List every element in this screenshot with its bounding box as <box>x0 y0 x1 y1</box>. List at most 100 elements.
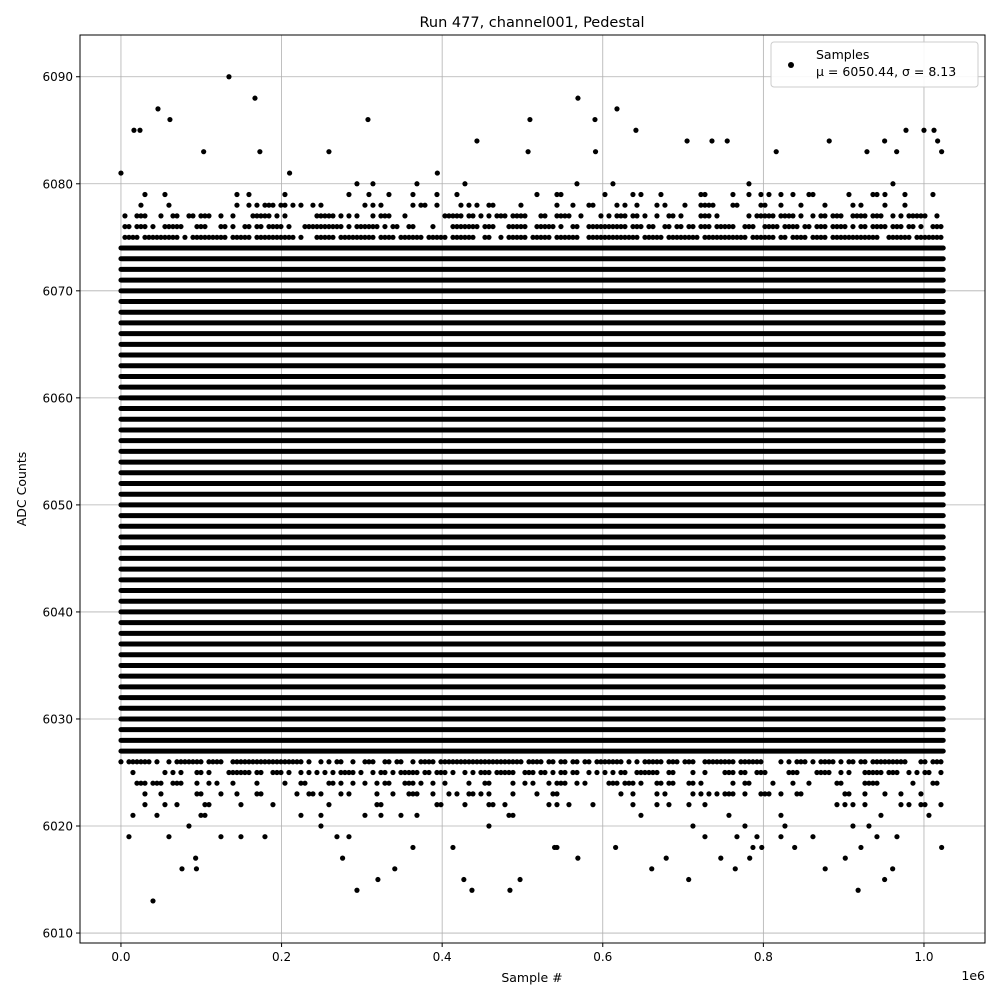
sample-point <box>570 759 576 765</box>
sample-point <box>610 780 616 786</box>
sample-point <box>590 223 596 230</box>
sample-point <box>842 234 848 240</box>
sample-point <box>858 223 864 230</box>
sample-point <box>690 791 696 797</box>
sample-point <box>194 234 200 240</box>
sample-point <box>582 780 588 786</box>
sample-point <box>318 791 324 797</box>
sample-point <box>898 791 904 797</box>
sample-point <box>618 213 624 219</box>
sample-point <box>338 759 344 765</box>
sample-point <box>370 202 376 208</box>
sample-point <box>122 213 128 219</box>
sample-point <box>414 791 420 797</box>
outlier-point <box>137 127 143 133</box>
sample-point <box>482 759 488 765</box>
sample-point <box>654 780 660 786</box>
sample-point <box>510 812 516 818</box>
sample-point <box>650 769 656 776</box>
sample-point <box>722 759 728 765</box>
sample-point <box>910 780 916 786</box>
sample-point <box>598 759 604 765</box>
sample-point <box>374 791 380 797</box>
sample-point <box>562 759 568 765</box>
sample-point <box>410 844 416 851</box>
sample-point <box>130 234 136 240</box>
sample-point <box>538 234 544 240</box>
sample-point <box>614 223 620 230</box>
sample-point <box>458 202 464 208</box>
sample-point <box>606 234 612 240</box>
sample-point <box>730 234 736 240</box>
sample-point <box>462 759 468 765</box>
sample-point <box>314 213 320 219</box>
sample-point <box>746 759 752 765</box>
sample-point <box>758 769 764 776</box>
sample-point <box>506 759 512 765</box>
sample-point <box>854 213 860 219</box>
sample-point <box>610 234 616 240</box>
sample-point <box>730 223 736 230</box>
sample-point <box>402 780 408 786</box>
y-tick-label: 6040 <box>42 605 73 619</box>
sample-point <box>666 759 672 765</box>
sample-point <box>554 191 560 198</box>
sample-point <box>238 802 244 808</box>
sample-point <box>678 213 684 219</box>
sample-point <box>162 234 168 240</box>
sample-point <box>446 791 452 797</box>
outlier-point <box>179 866 185 872</box>
sample-point <box>514 234 520 240</box>
sample-point <box>422 759 428 765</box>
sample-point <box>258 223 264 230</box>
sample-point <box>414 234 420 240</box>
outlier-point <box>939 149 945 155</box>
sample-point <box>378 769 384 776</box>
sample-point <box>666 234 672 240</box>
sample-point <box>630 780 636 786</box>
sample-point <box>142 191 148 198</box>
sample-point <box>366 759 372 765</box>
sample-point <box>474 223 480 230</box>
sample-point <box>434 234 440 240</box>
sample-point <box>938 234 944 240</box>
sample-point <box>690 769 696 776</box>
sample-point <box>834 802 840 808</box>
sample-point <box>694 234 700 240</box>
sample-point <box>302 780 308 786</box>
sample-point <box>922 234 928 240</box>
sample-point <box>326 802 332 808</box>
sample-point <box>238 234 244 240</box>
sample-point <box>930 223 936 230</box>
sample-point <box>762 213 768 219</box>
sample-point <box>154 759 160 765</box>
sample-point <box>862 759 868 765</box>
sample-point <box>714 759 720 765</box>
sample-point <box>778 812 784 818</box>
sample-point <box>594 234 600 240</box>
sample-point <box>518 759 524 765</box>
sample-point <box>142 780 148 786</box>
sample-point <box>162 769 168 776</box>
sample-point <box>130 759 136 765</box>
sample-point <box>634 234 640 240</box>
sample-point <box>746 181 752 187</box>
sample-point <box>606 223 612 230</box>
sample-point <box>638 223 644 230</box>
sample-point <box>810 234 816 240</box>
sample-point <box>886 769 892 776</box>
sample-point <box>362 223 368 230</box>
sample-point <box>454 223 460 230</box>
sample-point <box>830 759 836 765</box>
sample-point <box>158 213 164 219</box>
sample-point <box>866 780 872 786</box>
sample-point <box>558 191 564 198</box>
sample-point <box>346 834 352 840</box>
sample-point <box>794 234 800 240</box>
sample-point <box>614 202 620 208</box>
sample-point <box>230 234 236 240</box>
sample-point <box>858 759 864 765</box>
sample-point <box>490 802 496 808</box>
y-tick-label: 6090 <box>42 70 73 84</box>
sample-point <box>726 769 732 776</box>
